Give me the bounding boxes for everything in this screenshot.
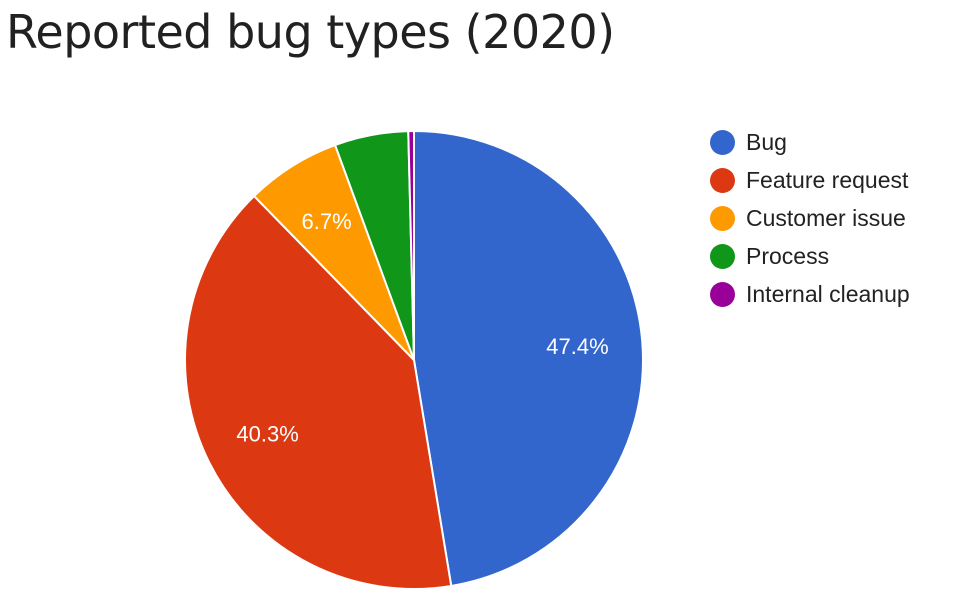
pie-data-labels: 47.4% 40.3% 6.7% <box>236 209 608 447</box>
data-label-bug: 47.4% <box>546 334 608 359</box>
legend-swatch <box>710 129 735 155</box>
legend-label: Bug <box>746 128 787 155</box>
data-label-customer-issue: 6.7% <box>302 209 352 234</box>
legend-swatch <box>710 205 735 231</box>
legend-label: Feature request <box>746 166 909 193</box>
legend-swatch <box>710 243 735 269</box>
pie-slice-bug <box>413 130 644 587</box>
legend-item-bug: Bug <box>710 123 958 161</box>
legend-label: Customer issue <box>746 204 906 231</box>
pie-slice-internal-cleanup <box>407 129 415 361</box>
pie-slice-feature-request <box>184 195 453 590</box>
legend-item-feature-request: Feature request <box>710 161 958 199</box>
pie-slices <box>184 129 644 590</box>
chart-title: Reported bug types (2020) <box>6 5 615 59</box>
legend: Bug Feature request Customer issue Process I… <box>710 123 958 313</box>
legend-label: Internal cleanup <box>746 280 910 307</box>
legend-item-internal-cleanup: Internal cleanup <box>710 275 958 313</box>
legend-label: Process <box>746 242 830 269</box>
legend-swatch <box>710 281 735 307</box>
legend-item-customer-issue: Customer issue <box>710 199 958 237</box>
legend-swatch <box>710 167 735 193</box>
data-label-feature-request: 40.3% <box>236 422 298 447</box>
legend-item-process: Process <box>710 237 958 275</box>
